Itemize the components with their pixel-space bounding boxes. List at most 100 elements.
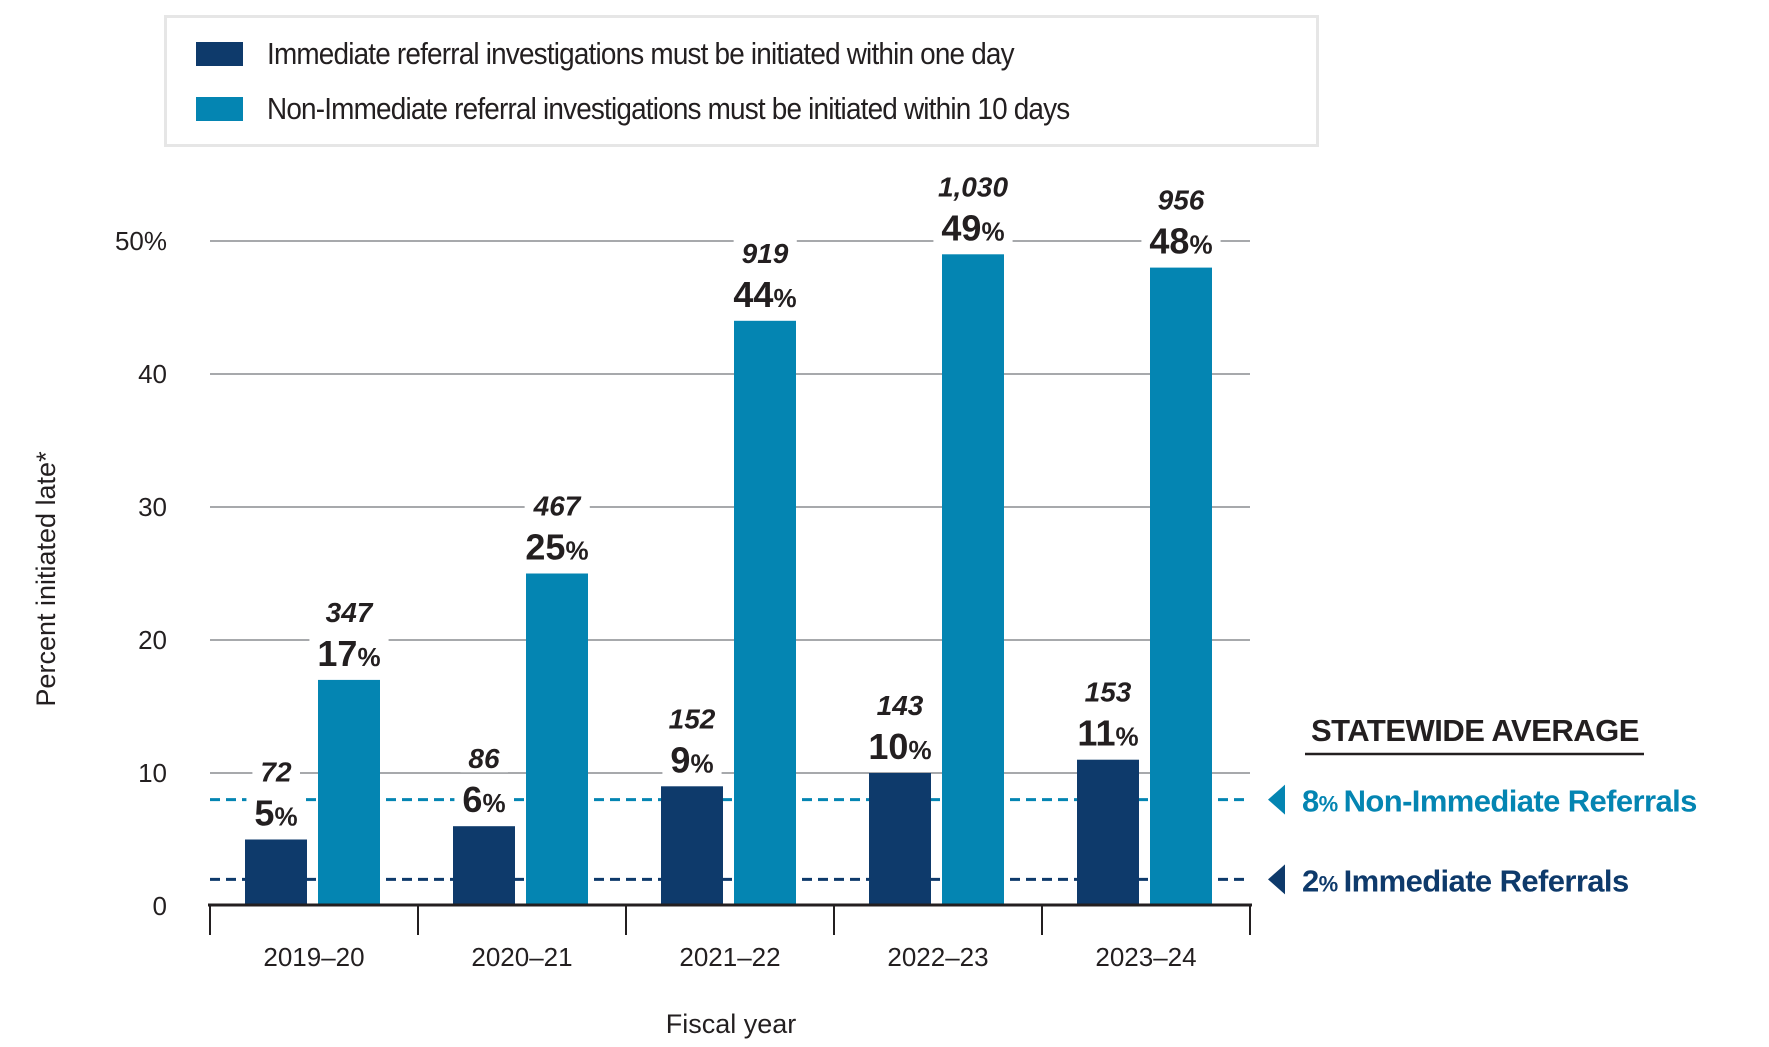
percent-value: 11 bbox=[1077, 713, 1115, 754]
percent-value: 49 bbox=[941, 207, 981, 248]
count-label: 1,030 bbox=[938, 171, 1008, 202]
label-background bbox=[454, 781, 514, 819]
reference-label-8-percent: 8% Non-Immediate Referrals bbox=[1302, 784, 1697, 819]
percent-label: 10% bbox=[868, 726, 931, 767]
bar-non-immediate bbox=[734, 320, 796, 906]
percent-label-group: 25% bbox=[517, 527, 597, 568]
x-tick-label: 2022–23 bbox=[887, 942, 988, 972]
percent-label: 6% bbox=[462, 779, 505, 820]
bar-immediate bbox=[869, 773, 931, 906]
percent-label-group: 17% bbox=[309, 633, 389, 674]
reference-description: Non-Immediate Referrals bbox=[1344, 784, 1697, 819]
percent-sign: % bbox=[357, 642, 380, 672]
count-label: 467 bbox=[533, 491, 582, 522]
count-label: 86 bbox=[468, 743, 500, 774]
percent-sign: % bbox=[1189, 230, 1212, 260]
label-background bbox=[860, 728, 940, 765]
label-background bbox=[252, 758, 300, 786]
legend-swatch-immediate bbox=[196, 42, 243, 66]
percent-value: 5 bbox=[254, 793, 274, 834]
percent-sign: % bbox=[482, 788, 505, 818]
label-background bbox=[517, 528, 597, 566]
reference-description: Immediate Referrals bbox=[1344, 863, 1629, 898]
x-tick-label: 2019–20 bbox=[263, 942, 364, 972]
percent-label-group: 6% bbox=[454, 779, 514, 820]
percent-value: 9 bbox=[670, 739, 690, 780]
bar-immediate bbox=[453, 826, 515, 906]
label-background bbox=[1149, 186, 1213, 214]
bar-non-immediate bbox=[318, 679, 380, 906]
statewide-average-title: STATEWIDE AVERAGE bbox=[1311, 713, 1639, 748]
count-label-group: 1,030 bbox=[929, 171, 1017, 202]
count-label: 153 bbox=[1085, 677, 1132, 708]
percent-label: 11% bbox=[1077, 713, 1138, 754]
percent-sign: % bbox=[1115, 722, 1138, 752]
label-background bbox=[1076, 678, 1140, 706]
pointer-triangle-icon bbox=[1268, 864, 1285, 895]
percent-label-group: 11% bbox=[1069, 713, 1147, 754]
percent-label: 17% bbox=[317, 633, 380, 674]
percent-label-group: 44% bbox=[725, 274, 805, 315]
count-label-group: 347 bbox=[317, 597, 382, 628]
percent-sign: % bbox=[908, 735, 931, 765]
x-axis-title: Fiscal year bbox=[666, 1009, 797, 1039]
percent-label: 48% bbox=[1149, 221, 1212, 262]
count-label: 347 bbox=[326, 597, 374, 628]
bar-non-immediate bbox=[1150, 267, 1212, 907]
percent-label-group: 48% bbox=[1141, 221, 1221, 262]
percent-label: 5% bbox=[254, 793, 297, 834]
gridlines: 0 10 20 30 40 50% bbox=[115, 226, 1250, 921]
percent-value: 44 bbox=[733, 274, 773, 315]
percent-value: 25 bbox=[525, 527, 565, 568]
count-label: 956 bbox=[1158, 185, 1205, 216]
x-tick-label: 2020–21 bbox=[471, 942, 572, 972]
percent-value: 6 bbox=[462, 779, 482, 820]
count-label-group: 72 bbox=[252, 757, 300, 788]
y-tick-label: 40 bbox=[138, 359, 167, 389]
count-label-group: 467 bbox=[524, 491, 590, 522]
label-background bbox=[725, 275, 805, 313]
label-background bbox=[660, 705, 724, 733]
legend-label-immediate: Immediate referral investigations must b… bbox=[267, 36, 1015, 71]
count-label-group: 956 bbox=[1149, 185, 1213, 216]
percent-value: 48 bbox=[1149, 221, 1189, 262]
label-background bbox=[317, 598, 382, 626]
count-label-group: 919 bbox=[733, 238, 797, 269]
percent-value: 17 bbox=[317, 633, 357, 674]
label-background bbox=[868, 692, 932, 719]
percent-sign: % bbox=[773, 283, 796, 313]
bar-immediate bbox=[1077, 759, 1139, 906]
y-tick-label: 50% bbox=[115, 226, 167, 256]
percent-label-group: 9% bbox=[662, 739, 722, 780]
percent-label-group: 49% bbox=[933, 207, 1013, 248]
label-background bbox=[1141, 222, 1221, 260]
legend-label-non-immediate: Non-Immediate referral investigations mu… bbox=[267, 91, 1070, 126]
reference-label-2-percent: 2% Immediate Referrals bbox=[1302, 863, 1629, 898]
statewide-average-annotations: STATEWIDE AVERAGE 8% Non-Immediate Referra… bbox=[1268, 713, 1697, 898]
legend-item-immediate: Immediate referral investigations must b… bbox=[196, 36, 1097, 71]
percent-label-group: 5% bbox=[246, 793, 306, 834]
x-tick-label: 2021–22 bbox=[679, 942, 780, 972]
count-label: 152 bbox=[669, 703, 716, 734]
percent-label: 9% bbox=[670, 739, 713, 780]
bars bbox=[245, 254, 1212, 907]
percent-label: 25% bbox=[525, 527, 588, 568]
bar-immediate bbox=[245, 839, 307, 906]
label-background bbox=[1069, 714, 1147, 752]
x-tick-label: 2023–24 bbox=[1095, 942, 1196, 972]
reference-percent-sign: % bbox=[1319, 792, 1338, 817]
y-tick-label: 0 bbox=[153, 891, 167, 921]
percent-value: 10 bbox=[868, 726, 908, 767]
percent-sign: % bbox=[274, 802, 297, 832]
count-label-group: 152 bbox=[660, 703, 724, 734]
reference-percent-sign: % bbox=[1319, 871, 1338, 896]
count-label: 919 bbox=[742, 238, 789, 269]
y-tick-label: 10 bbox=[138, 758, 167, 788]
chart-legend: Immediate referral investigations must b… bbox=[164, 15, 1319, 147]
percent-label: 44% bbox=[733, 274, 796, 315]
percent-label: 49% bbox=[941, 207, 1004, 248]
label-background bbox=[933, 209, 1013, 247]
legend-swatch-non-immediate bbox=[196, 97, 243, 121]
y-tick-label: 20 bbox=[138, 625, 167, 655]
percent-sign: % bbox=[690, 748, 713, 778]
